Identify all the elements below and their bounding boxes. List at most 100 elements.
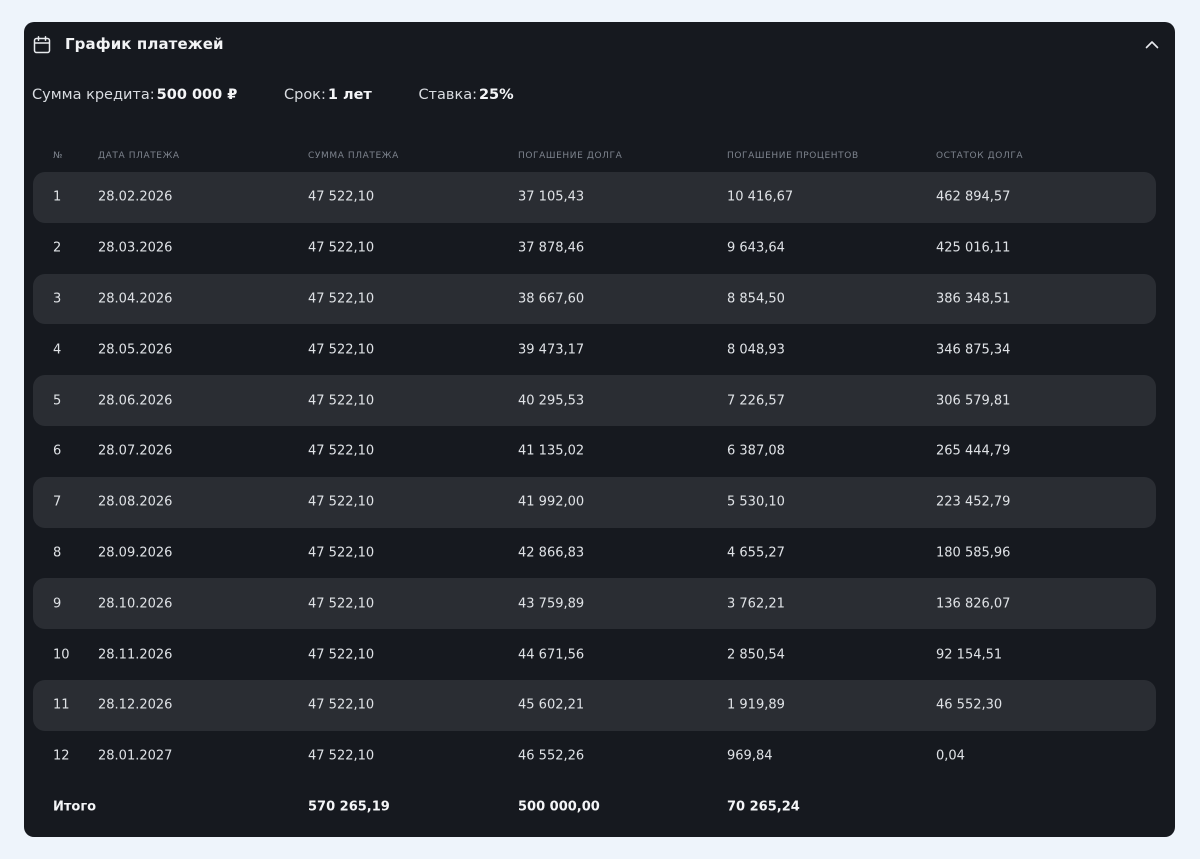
- table-row: 11 28.12.2026 47 522,10 45 602,21 1 919,…: [33, 679, 1156, 731]
- row-number: 9: [53, 596, 62, 612]
- table-row: 12 28.01.2027 47 522,10 46 552,26 969,84…: [33, 731, 1156, 782]
- table-row: 7 28.08.2026 47 522,10 41 992,00 5 530,1…: [33, 476, 1156, 528]
- remaining-balance: 425 016,11: [936, 240, 1011, 256]
- total-interest: 70 265,24: [727, 799, 800, 815]
- principal-repayment: 37 105,43: [518, 189, 585, 205]
- row-number: 3: [53, 291, 62, 307]
- principal-repayment: 41 992,00: [518, 494, 585, 510]
- payment-date: 28.05.2026: [98, 342, 173, 358]
- remaining-balance: 0,04: [936, 748, 965, 764]
- column-header-interest: Погашение процентов: [727, 151, 859, 161]
- payment-amount: 47 522,10: [308, 545, 375, 561]
- loan-amount-label: Сумма кредита:: [32, 87, 155, 103]
- interest-repayment: 8 854,50: [727, 291, 785, 307]
- row-number: 12: [53, 748, 70, 764]
- interest-repayment: 2 850,54: [727, 647, 785, 663]
- row-number: 11: [53, 697, 70, 713]
- payment-date: 28.11.2026: [98, 647, 173, 663]
- table-row: 3 28.04.2026 47 522,10 38 667,60 8 854,5…: [33, 273, 1156, 325]
- row-number: 10: [53, 647, 70, 663]
- payment-table: № Дата платежа Сумма платежа Погашение д…: [33, 138, 1156, 832]
- total-label: Итого: [53, 799, 97, 815]
- loan-term: Срок: 1 лет: [284, 87, 372, 103]
- row-number: 5: [53, 393, 62, 409]
- interest-repayment: 5 530,10: [727, 494, 785, 510]
- total-principal: 500 000,00: [518, 799, 600, 815]
- table-row: 8 28.09.2026 47 522,10 42 866,83 4 655,2…: [33, 528, 1156, 579]
- column-header-balance: Остаток долга: [936, 151, 1024, 161]
- loan-amount-value: 500 000 ₽: [156, 87, 238, 103]
- loan-rate-label: Ставка:: [418, 87, 477, 103]
- row-number: 6: [53, 443, 62, 459]
- column-header-payment: Сумма платежа: [308, 151, 399, 161]
- remaining-balance: 46 552,30: [936, 697, 1003, 713]
- principal-repayment: 38 667,60: [518, 291, 585, 307]
- principal-repayment: 43 759,89: [518, 596, 585, 612]
- table-total-row: Итого 570 265,19 500 000,00 70 265,24: [33, 782, 1156, 833]
- remaining-balance: 306 579,81: [936, 393, 1011, 409]
- payment-amount: 47 522,10: [308, 647, 375, 663]
- interest-repayment: 8 048,93: [727, 342, 785, 358]
- loan-term-value: 1 лет: [327, 87, 372, 103]
- panel-title: График платежей: [65, 35, 224, 53]
- loan-amount: Сумма кредита: 500 000 ₽: [32, 87, 237, 103]
- principal-repayment: 45 602,21: [518, 697, 585, 713]
- principal-repayment: 37 878,46: [518, 240, 585, 256]
- interest-repayment: 6 387,08: [727, 443, 785, 459]
- remaining-balance: 180 585,96: [936, 545, 1011, 561]
- payment-date: 28.06.2026: [98, 393, 173, 409]
- payment-amount: 47 522,10: [308, 494, 375, 510]
- chevron-up-icon[interactable]: [1141, 34, 1163, 56]
- payment-amount: 47 522,10: [308, 189, 375, 205]
- interest-repayment: 1 919,89: [727, 697, 785, 713]
- principal-repayment: 42 866,83: [518, 545, 585, 561]
- principal-repayment: 39 473,17: [518, 342, 585, 358]
- payment-date: 28.03.2026: [98, 240, 173, 256]
- row-number: 2: [53, 240, 62, 256]
- payment-date: 28.02.2026: [98, 189, 173, 205]
- table-row: 9 28.10.2026 47 522,10 43 759,89 3 762,2…: [33, 578, 1156, 630]
- payment-amount: 47 522,10: [308, 443, 375, 459]
- interest-repayment: 7 226,57: [727, 393, 785, 409]
- remaining-balance: 92 154,51: [936, 647, 1003, 663]
- principal-repayment: 40 295,53: [518, 393, 585, 409]
- payment-amount: 47 522,10: [308, 596, 375, 612]
- payment-date: 28.09.2026: [98, 545, 173, 561]
- table-row: 5 28.06.2026 47 522,10 40 295,53 7 226,5…: [33, 375, 1156, 426]
- payment-amount: 47 522,10: [308, 342, 375, 358]
- interest-repayment: 3 762,21: [727, 596, 785, 612]
- table-row: 10 28.11.2026 47 522,10 44 671,56 2 850,…: [33, 629, 1156, 680]
- interest-repayment: 4 655,27: [727, 545, 785, 561]
- payment-amount: 47 522,10: [308, 393, 375, 409]
- remaining-balance: 265 444,79: [936, 443, 1011, 459]
- payment-date: 28.08.2026: [98, 494, 173, 510]
- loan-rate-value: 25%: [478, 87, 514, 103]
- loan-rate: Ставка: 25%: [418, 87, 513, 103]
- payment-date: 28.07.2026: [98, 443, 173, 459]
- payment-schedule-panel: График платежей Сумма кредита: 500 000 ₽ …: [24, 22, 1175, 837]
- loan-term-label: Срок:: [283, 87, 326, 103]
- column-header-number: №: [53, 151, 63, 161]
- payment-date: 28.04.2026: [98, 291, 173, 307]
- total-payment: 570 265,19: [308, 799, 390, 815]
- row-number: 1: [53, 189, 62, 205]
- payment-amount: 47 522,10: [308, 291, 375, 307]
- row-number: 8: [53, 545, 62, 561]
- loan-params: Сумма кредита: 500 000 ₽ Срок: 1 лет Ставк…: [32, 87, 556, 103]
- panel-header[interactable]: График платежей: [24, 22, 1175, 68]
- payment-amount: 47 522,10: [308, 697, 375, 713]
- remaining-balance: 346 875,34: [936, 342, 1011, 358]
- payment-amount: 47 522,10: [308, 748, 375, 764]
- table-row: 1 28.02.2026 47 522,10 37 105,43 10 416,…: [33, 172, 1156, 223]
- table-header: № Дата платежа Сумма платежа Погашение д…: [33, 138, 1156, 172]
- table-row: 2 28.03.2026 47 522,10 37 878,46 9 643,6…: [33, 223, 1156, 274]
- payment-date: 28.10.2026: [98, 596, 173, 612]
- remaining-balance: 223 452,79: [936, 494, 1011, 510]
- remaining-balance: 462 894,57: [936, 189, 1011, 205]
- interest-repayment: 969,84: [727, 748, 773, 764]
- principal-repayment: 46 552,26: [518, 748, 585, 764]
- remaining-balance: 386 348,51: [936, 291, 1011, 307]
- payment-date: 28.12.2026: [98, 697, 173, 713]
- principal-repayment: 44 671,56: [518, 647, 585, 663]
- calendar-icon: [33, 36, 51, 54]
